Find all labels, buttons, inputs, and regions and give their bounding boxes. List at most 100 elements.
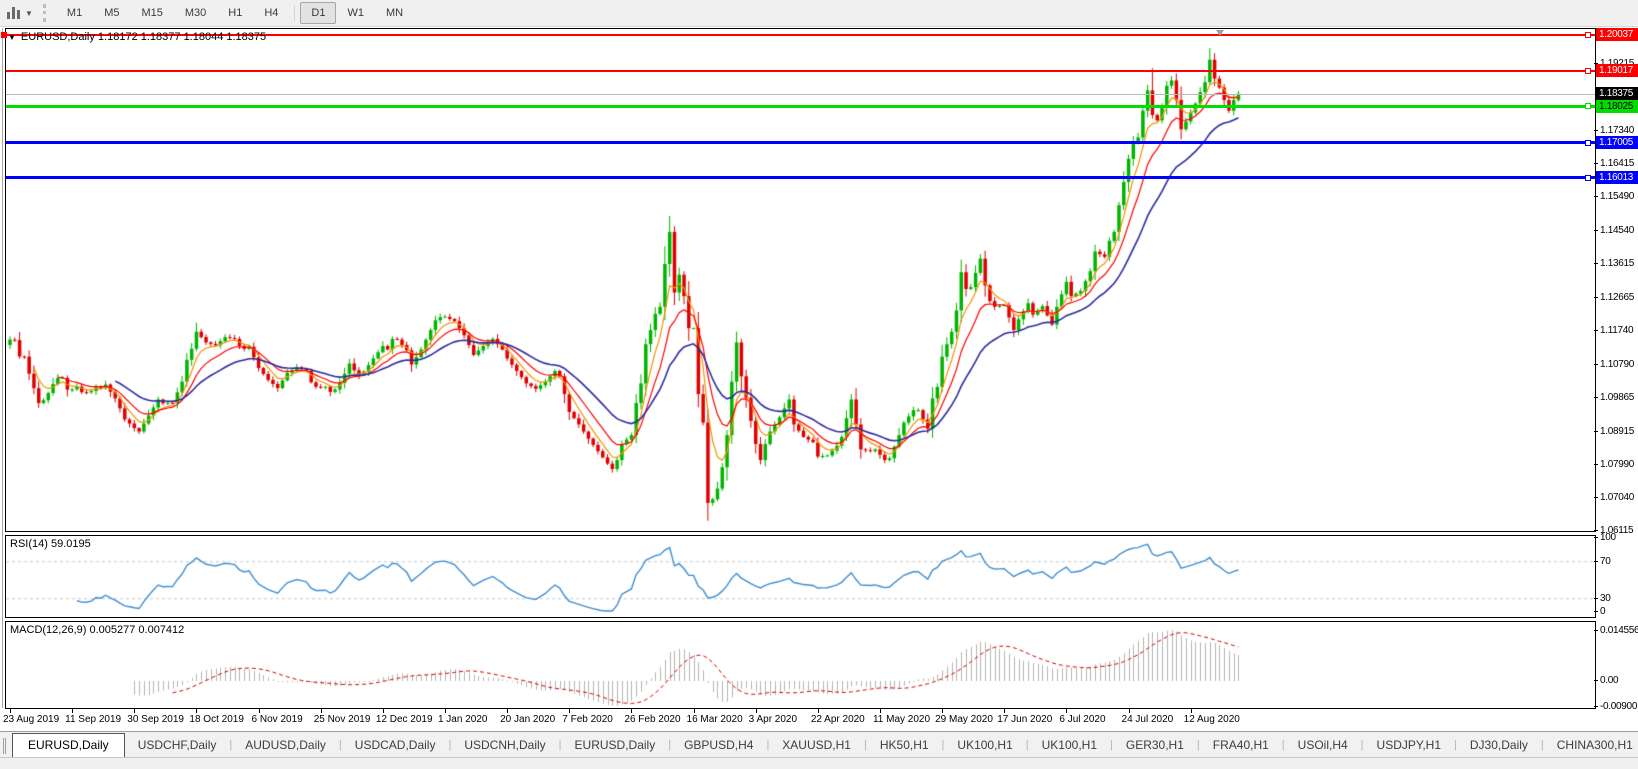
- tab-separator: |: [1196, 739, 1200, 751]
- date-axis-tick: [1190, 709, 1192, 713]
- date-axis-tick: [10, 709, 11, 713]
- price-axis-tick: 1.11740: [1593, 324, 1634, 336]
- price-axis-tick: 1.14540: [1593, 224, 1635, 236]
- date-axis-label: 1 Jan 2020: [437, 714, 488, 725]
- chart-tab-xauusd-h1[interactable]: XAUUSD,H1: [782, 738, 851, 752]
- chart-tab-ger30-h1[interactable]: GER30,H1: [1125, 738, 1184, 752]
- timeframe-button-m5[interactable]: M5: [104, 7, 120, 19]
- symbol-ohlc-label: ▼ EURUSD,Daily 1.18172 1.18377 1.18044 1…: [8, 31, 266, 43]
- date-axis-label: 25 Nov 2019: [313, 714, 371, 725]
- date-axis-label: 11 Sep 2019: [65, 714, 122, 725]
- line-handle[interactable]: [1585, 139, 1591, 146]
- toolbar-grip: [42, 4, 46, 22]
- date-axis-tick: [942, 709, 944, 713]
- window-left-edge: [2, 28, 3, 708]
- chart-tab-usdcnh-daily[interactable]: USDCNH,Daily: [464, 738, 546, 752]
- date-axis-tick: [879, 709, 881, 713]
- date-axis-tick: [569, 709, 571, 713]
- rsi-label: RSI(14) 59.0195: [10, 538, 91, 550]
- date-axis-tick: [1004, 709, 1006, 713]
- tab-separator: |: [1110, 739, 1113, 751]
- date-axis-tick: [1128, 709, 1130, 713]
- timeframe-button-mn[interactable]: MN: [385, 7, 404, 19]
- rsi-axis-label: 70: [1594, 555, 1611, 567]
- line-handle[interactable]: [1585, 31, 1591, 38]
- date-axis-label: 6 Nov 2019: [251, 714, 303, 725]
- tab-bar-grip: [3, 738, 6, 754]
- date-axis-tick: [631, 709, 633, 713]
- price-axis-tick: 1.16415: [1593, 158, 1635, 170]
- date-axis-label: 7 Feb 2020: [562, 714, 613, 725]
- symbol-ohlc-text: EURUSD,Daily 1.18172 1.18377 1.18044 1.1…: [20, 31, 267, 43]
- price-axis-tick: 1.13615: [1593, 257, 1635, 269]
- date-axis-label: 17 Jun 2020: [997, 714, 1053, 725]
- chart-tab-dj30-daily[interactable]: DJ30,Daily: [1469, 738, 1528, 752]
- date-axis-tick: [817, 709, 819, 713]
- chart-tab-usdchf-daily[interactable]: USDCHF,Daily: [137, 738, 217, 752]
- chart-tab-audusd-daily[interactable]: AUDUSD,Daily: [245, 738, 326, 752]
- rsi-axis-label: 30: [1594, 592, 1611, 604]
- tab-separator: |: [668, 739, 672, 751]
- timeframe-button-d1[interactable]: D1: [300, 2, 337, 24]
- date-axis-label: 16 Mar 2020: [686, 714, 743, 725]
- chart-type-dropdown-icon[interactable]: ▼: [25, 8, 33, 18]
- line-handle[interactable]: [1585, 103, 1591, 110]
- timeframe-button-h4[interactable]: H4: [264, 7, 279, 19]
- macd-axis-label: -0.00900: [1593, 700, 1638, 712]
- tab-separator: |: [1540, 739, 1544, 751]
- horizontal-line-1.17005[interactable]: [6, 141, 1595, 145]
- date-axis-label: 20 Jan 2020: [500, 714, 556, 725]
- price-axis-tick: 1.17340: [1593, 125, 1635, 137]
- chart-tab-fra40-h1[interactable]: FRA40,H1: [1212, 738, 1269, 752]
- tab-separator: |: [229, 739, 233, 751]
- timeframe-button-m30[interactable]: M30: [184, 7, 207, 19]
- chart-tab-eurusd-daily[interactable]: EURUSD,Daily: [574, 738, 656, 752]
- price-line-badge: 1.19017: [1596, 64, 1638, 78]
- tab-separator: |: [1454, 739, 1457, 751]
- date-axis-tick: [382, 709, 384, 713]
- chart-tab-usoil-h4[interactable]: USOil,H4: [1297, 738, 1348, 752]
- price-axis-tick: 1.15490: [1593, 191, 1635, 203]
- date-axis-tick: [693, 709, 695, 713]
- price-line-badge: 1.20037: [1596, 28, 1638, 42]
- date-axis-label: 12 Dec 2019: [375, 714, 433, 725]
- horizontal-line-1.20037[interactable]: [6, 33, 1595, 36]
- chart-tab-china300-h1[interactable]: CHINA300,H1: [1556, 738, 1633, 752]
- chart-tab-uk100-h1[interactable]: UK100,H1: [957, 738, 1013, 752]
- timeframe-button-w1[interactable]: W1: [347, 7, 364, 19]
- chart-tabs: EURUSD,Daily USDCHF,Daily | AUDUSD,Daily | US…: [12, 733, 1638, 758]
- horizontal-line-1.19017[interactable]: [6, 69, 1595, 72]
- timeframe-button-m15[interactable]: M15: [141, 7, 163, 19]
- line-handle[interactable]: [1585, 67, 1591, 74]
- price-axis-tick: 1.09865: [1593, 391, 1635, 403]
- chart-shift-marker-icon[interactable]: [1216, 30, 1224, 36]
- chart-tab-uk100-h1[interactable]: UK100,H1: [1041, 738, 1098, 752]
- price-line-badge: 1.17005: [1596, 136, 1638, 150]
- tab-separator: |: [863, 739, 867, 751]
- chart-tab-usdjpy-h1[interactable]: USDJPY,H1: [1376, 738, 1442, 752]
- chart-tab-usdcad-daily[interactable]: USDCAD,Daily: [354, 738, 436, 752]
- horizontal-line-1.18025[interactable]: [6, 104, 1595, 108]
- symbol-dropdown-icon[interactable]: ▼: [8, 32, 16, 42]
- timeframe-button-h1[interactable]: H1: [228, 7, 243, 19]
- chart-type-icon[interactable]: [6, 6, 22, 20]
- date-axis-tick: [72, 709, 74, 713]
- timeframe-button-m1[interactable]: M1: [66, 7, 83, 19]
- timeframe-buttons: M1 M5 M15 M30 H1 H4 D1 W1 MN: [56, 2, 414, 24]
- date-axis-tick: [507, 709, 509, 713]
- tab-separator: |: [1281, 739, 1285, 751]
- date-axis-tick: [755, 709, 757, 713]
- tab-separator: |: [448, 739, 452, 751]
- line-handle[interactable]: [1585, 174, 1591, 181]
- date-axis-label: 18 Oct 2019: [189, 714, 244, 725]
- chart-tab-hk50-h1[interactable]: HK50,H1: [879, 738, 929, 752]
- line-handle[interactable]: [1, 31, 7, 38]
- chart-tab-gbpusd-h4[interactable]: GBPUSD,H4: [684, 738, 754, 752]
- macd-axis-label: 0.014556: [1593, 624, 1638, 636]
- chart-tab-eurusd-daily[interactable]: EURUSD,Daily: [12, 733, 125, 758]
- horizontal-line-1.16013[interactable]: [6, 176, 1595, 180]
- date-axis-label: 23 Aug 2019: [3, 714, 60, 725]
- date-axis-label: 3 Apr 2020: [748, 714, 798, 725]
- rsi-axis-label: 0: [1593, 605, 1606, 617]
